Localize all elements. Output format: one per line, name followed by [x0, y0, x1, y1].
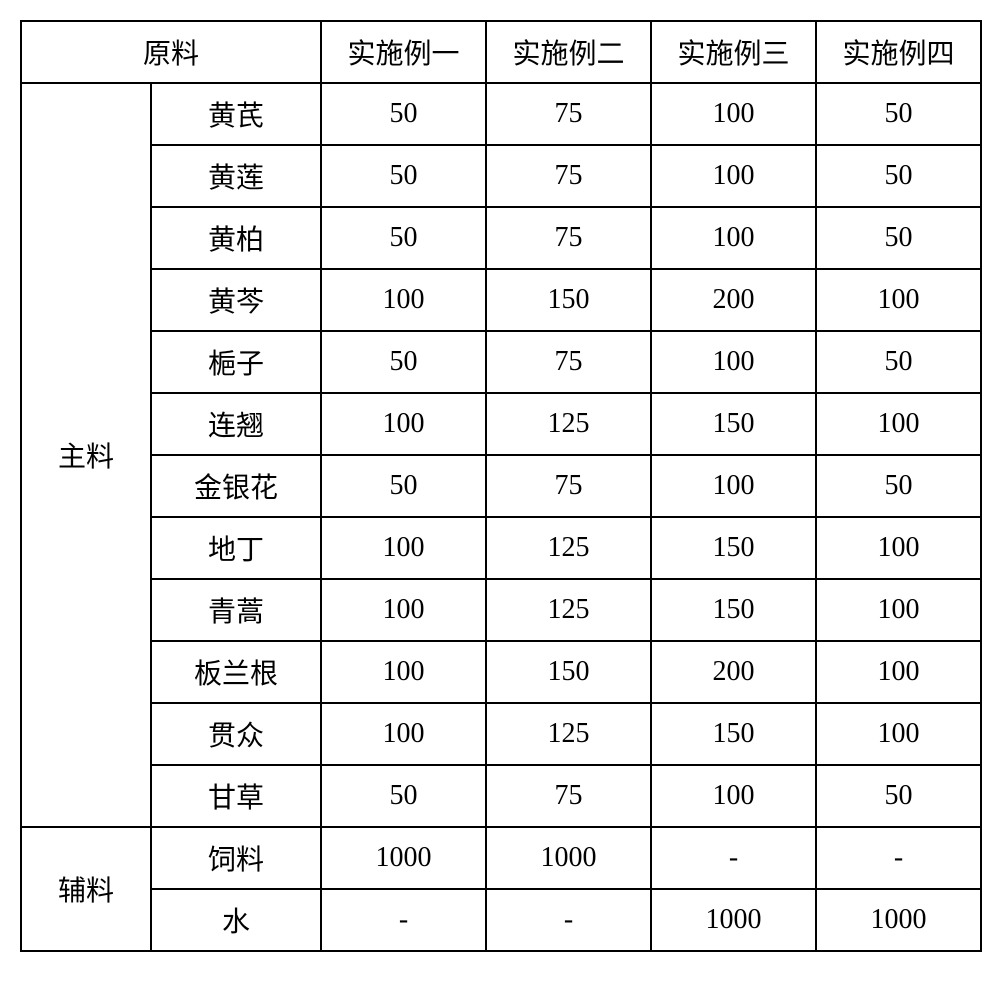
cell-value: 75: [486, 765, 651, 827]
table-row: 黄莲 50 75 100 50: [21, 145, 981, 207]
header-raw-material: 原料: [21, 21, 321, 83]
table-row: 地丁 100 125 150 100: [21, 517, 981, 579]
cell-value: 75: [486, 331, 651, 393]
table-row: 水 - - 1000 1000: [21, 889, 981, 951]
table-row: 黄柏 50 75 100 50: [21, 207, 981, 269]
cell-value: -: [651, 827, 816, 889]
cell-value: 150: [486, 641, 651, 703]
ingredient-name: 黄芪: [151, 83, 321, 145]
ingredient-name: 板兰根: [151, 641, 321, 703]
cell-value: 125: [486, 703, 651, 765]
cell-value: 100: [816, 641, 981, 703]
cell-value: 100: [816, 517, 981, 579]
cell-value: 100: [321, 269, 486, 331]
cell-value: 50: [321, 331, 486, 393]
cell-value: 125: [486, 393, 651, 455]
ingredient-name: 水: [151, 889, 321, 951]
cell-value: -: [486, 889, 651, 951]
header-example1: 实施例一: [321, 21, 486, 83]
table-row: 黄芩 100 150 200 100: [21, 269, 981, 331]
table-header-row: 原料 实施例一 实施例二 实施例三 实施例四: [21, 21, 981, 83]
cell-value: 1000: [486, 827, 651, 889]
cell-value: 100: [651, 765, 816, 827]
header-example2: 实施例二: [486, 21, 651, 83]
cell-value: 50: [321, 207, 486, 269]
ingredient-name: 连翘: [151, 393, 321, 455]
ingredient-table: 原料 实施例一 实施例二 实施例三 实施例四 主料 黄芪 50 75 100 5…: [20, 20, 982, 952]
ingredient-name: 饲料: [151, 827, 321, 889]
cell-value: 50: [321, 145, 486, 207]
cell-value: 100: [651, 83, 816, 145]
cell-value: 50: [321, 765, 486, 827]
table-row: 金银花 50 75 100 50: [21, 455, 981, 517]
cell-value: 50: [816, 455, 981, 517]
ingredient-name: 黄芩: [151, 269, 321, 331]
cell-value: 125: [486, 579, 651, 641]
cell-value: 1000: [651, 889, 816, 951]
cell-value: 100: [321, 641, 486, 703]
table-row: 主料 黄芪 50 75 100 50: [21, 83, 981, 145]
table-row: 板兰根 100 150 200 100: [21, 641, 981, 703]
cell-value: 100: [321, 579, 486, 641]
ingredient-name: 青蒿: [151, 579, 321, 641]
cell-value: 100: [651, 145, 816, 207]
cell-value: 75: [486, 455, 651, 517]
cell-value: 100: [321, 393, 486, 455]
cell-value: 50: [816, 765, 981, 827]
cell-value: 75: [486, 145, 651, 207]
ingredient-name: 甘草: [151, 765, 321, 827]
cell-value: 1000: [321, 827, 486, 889]
cell-value: 100: [651, 455, 816, 517]
main-group-label: 主料: [21, 83, 151, 827]
aux-group-label: 辅料: [21, 827, 151, 951]
cell-value: 100: [651, 331, 816, 393]
cell-value: 50: [816, 83, 981, 145]
ingredient-name: 黄莲: [151, 145, 321, 207]
cell-value: 150: [486, 269, 651, 331]
cell-value: 125: [486, 517, 651, 579]
cell-value: 100: [321, 703, 486, 765]
header-example4: 实施例四: [816, 21, 981, 83]
cell-value: 50: [321, 83, 486, 145]
ingredient-name: 贯众: [151, 703, 321, 765]
cell-value: 75: [486, 83, 651, 145]
cell-value: 200: [651, 641, 816, 703]
cell-value: 1000: [816, 889, 981, 951]
cell-value: 50: [816, 145, 981, 207]
table-row: 甘草 50 75 100 50: [21, 765, 981, 827]
cell-value: 100: [816, 393, 981, 455]
cell-value: 200: [651, 269, 816, 331]
cell-value: 100: [651, 207, 816, 269]
table-row: 梔子 50 75 100 50: [21, 331, 981, 393]
cell-value: 150: [651, 517, 816, 579]
cell-value: 150: [651, 579, 816, 641]
cell-value: 150: [651, 393, 816, 455]
ingredient-name: 地丁: [151, 517, 321, 579]
ingredient-name: 黄柏: [151, 207, 321, 269]
cell-value: 100: [816, 579, 981, 641]
table-row: 连翘 100 125 150 100: [21, 393, 981, 455]
cell-value: 75: [486, 207, 651, 269]
header-example3: 实施例三: [651, 21, 816, 83]
table-row: 贯众 100 125 150 100: [21, 703, 981, 765]
table-container: 原料 实施例一 实施例二 实施例三 实施例四 主料 黄芪 50 75 100 5…: [20, 20, 980, 952]
cell-value: 100: [816, 703, 981, 765]
ingredient-name: 梔子: [151, 331, 321, 393]
cell-value: 100: [321, 517, 486, 579]
table-row: 辅料 饲料 1000 1000 - -: [21, 827, 981, 889]
cell-value: -: [321, 889, 486, 951]
cell-value: 50: [321, 455, 486, 517]
cell-value: 50: [816, 207, 981, 269]
cell-value: -: [816, 827, 981, 889]
cell-value: 50: [816, 331, 981, 393]
ingredient-name: 金银花: [151, 455, 321, 517]
table-row: 青蒿 100 125 150 100: [21, 579, 981, 641]
cell-value: 100: [816, 269, 981, 331]
cell-value: 150: [651, 703, 816, 765]
